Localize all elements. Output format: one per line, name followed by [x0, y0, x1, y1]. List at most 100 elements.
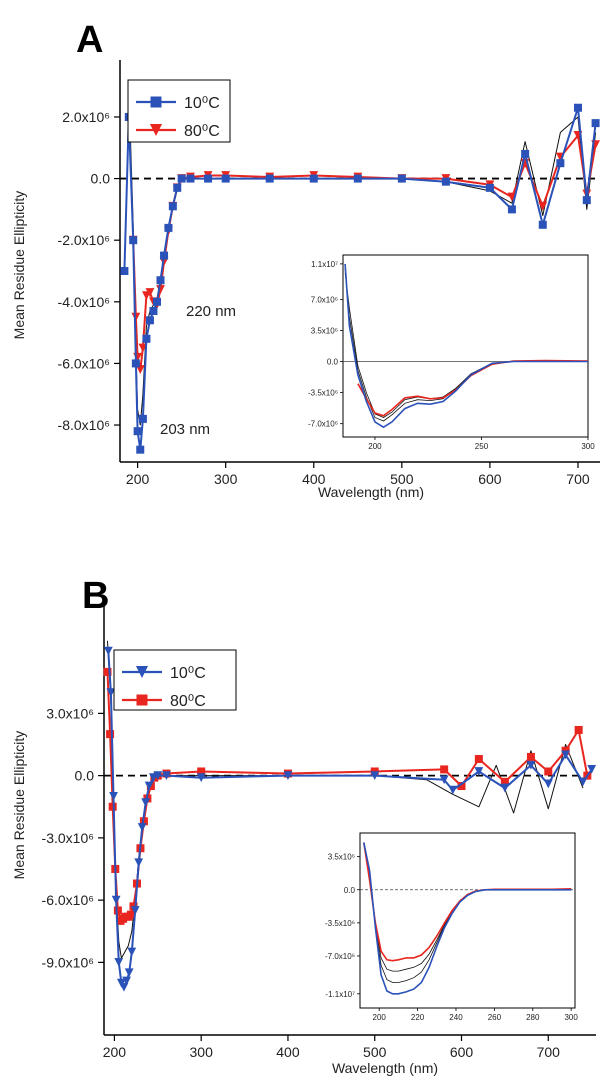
x-tick-label: 200 [126, 471, 150, 487]
inset-y-tick-label: 0.0 [327, 358, 339, 367]
data-point [221, 174, 230, 183]
x-tick-label: 600 [478, 471, 502, 487]
data-point [265, 174, 274, 183]
data-point [397, 174, 406, 183]
panel-b-inset: 200 220 240 260 280 300 -1.1x10⁷ -7.0x10⁶ -3.5x1… [325, 832, 578, 1022]
data-point [156, 276, 165, 285]
inset-y-tick-label: -7.0x10⁶ [325, 952, 355, 961]
data-point [521, 149, 530, 158]
data-point [127, 947, 137, 957]
y-tick-label: -3.0x10⁶ [42, 830, 94, 846]
data-point [131, 359, 140, 368]
inset-x-tick-label: 300 [564, 1013, 578, 1022]
data-point [500, 783, 510, 793]
inset-series-line-0 [344, 263, 588, 429]
data-point [130, 906, 140, 915]
legend-marker-0 [150, 96, 162, 108]
data-point [144, 781, 154, 791]
panel-b-legend: 10⁰C 80⁰C [113, 649, 237, 711]
y-tick-label: -6.0x10⁶ [42, 892, 94, 908]
x-tick-label: 300 [190, 1044, 214, 1060]
data-point [168, 202, 177, 211]
inset-x-tick-label: 200 [373, 1013, 387, 1022]
annotation-220nm: 220 nm [186, 303, 236, 320]
x-tick-label: 200 [103, 1044, 127, 1060]
data-point [457, 782, 466, 790]
data-point [556, 159, 565, 168]
panel-b-y-axis-title: Mean Residue Ellipticity [11, 731, 27, 880]
inset-y-tick-label: 0.0 [344, 886, 356, 895]
data-point [507, 205, 516, 214]
data-point [103, 646, 113, 656]
data-point [440, 765, 449, 774]
data-point [111, 895, 121, 905]
data-point [141, 798, 151, 807]
data-point [544, 767, 553, 776]
data-point [138, 414, 147, 423]
inset-x-tick-label: 240 [449, 1013, 463, 1022]
data-point [591, 119, 600, 128]
y-tick-label: -2.0x10⁶ [58, 232, 110, 248]
data-point [439, 775, 449, 785]
inset-y-tick-label: -1.1x10⁷ [325, 990, 355, 999]
y-tick-label: 2.0x10⁶ [62, 109, 110, 125]
y-tick-label: 3.0x10⁶ [46, 705, 94, 721]
legend-marker-1 [149, 123, 163, 137]
data-point [574, 725, 583, 734]
legend-label-1: 80⁰C [170, 693, 206, 710]
inset-x-tick-label: 280 [526, 1013, 540, 1022]
legend-label-1: 80⁰C [184, 123, 220, 140]
data-point [129, 236, 138, 245]
data-point [145, 316, 154, 325]
x-tick-label: 500 [363, 1044, 387, 1060]
data-point [507, 192, 517, 202]
y-tick-label: -6.0x10⁶ [58, 355, 110, 371]
data-point [156, 285, 165, 294]
data-point [113, 906, 122, 915]
panel-a-y-axis-title: Mean Residue Ellipticity [11, 191, 27, 340]
data-point [500, 777, 509, 786]
data-point [441, 177, 450, 186]
y-tick-label: 0.0 [75, 768, 95, 784]
inset-x-tick-label: 260 [488, 1013, 502, 1022]
data-point [538, 220, 547, 229]
data-point [106, 730, 115, 739]
data-point [526, 752, 535, 761]
legend-frame [127, 79, 231, 143]
data-point [106, 688, 116, 698]
data-point [164, 223, 173, 232]
data-point [122, 976, 131, 986]
data-point [126, 910, 135, 919]
legend-label-0: 10⁰C [184, 95, 220, 112]
data-point [108, 802, 117, 811]
inset-y-tick-label: 1.1x10⁷ [311, 260, 338, 269]
data-point [142, 334, 151, 343]
data-point [587, 765, 597, 774]
x-tick-label: 500 [390, 471, 414, 487]
panel-a-x-axis-title: Wavelength (nm) [318, 484, 424, 500]
data-point [526, 760, 536, 770]
x-tick-label: 400 [302, 471, 326, 487]
inset-y-tick-label: 3.5x10⁶ [328, 853, 355, 862]
inset-x-tick-label: 220 [411, 1013, 425, 1022]
inset-frame [359, 832, 576, 1009]
data-point [119, 982, 129, 992]
data-point [186, 174, 195, 183]
data-point [543, 779, 553, 789]
x-tick-label: 600 [450, 1044, 474, 1060]
data-point [120, 267, 129, 275]
y-tick-label: -4.0x10⁶ [58, 294, 110, 310]
panel-letter-b: B [82, 575, 109, 617]
legend-marker-1 [136, 694, 148, 706]
y-tick-label: -9.0x10⁶ [42, 954, 94, 970]
inset-x-tick-label: 250 [475, 442, 489, 451]
data-point [160, 251, 169, 260]
legend-label-0: 10⁰C [170, 665, 206, 682]
x-tick-label: 700 [566, 471, 590, 487]
data-point [133, 427, 142, 436]
data-point [145, 288, 155, 297]
data-point [197, 767, 206, 776]
inset-x-tick-label: 200 [368, 442, 382, 451]
data-point [153, 771, 163, 781]
